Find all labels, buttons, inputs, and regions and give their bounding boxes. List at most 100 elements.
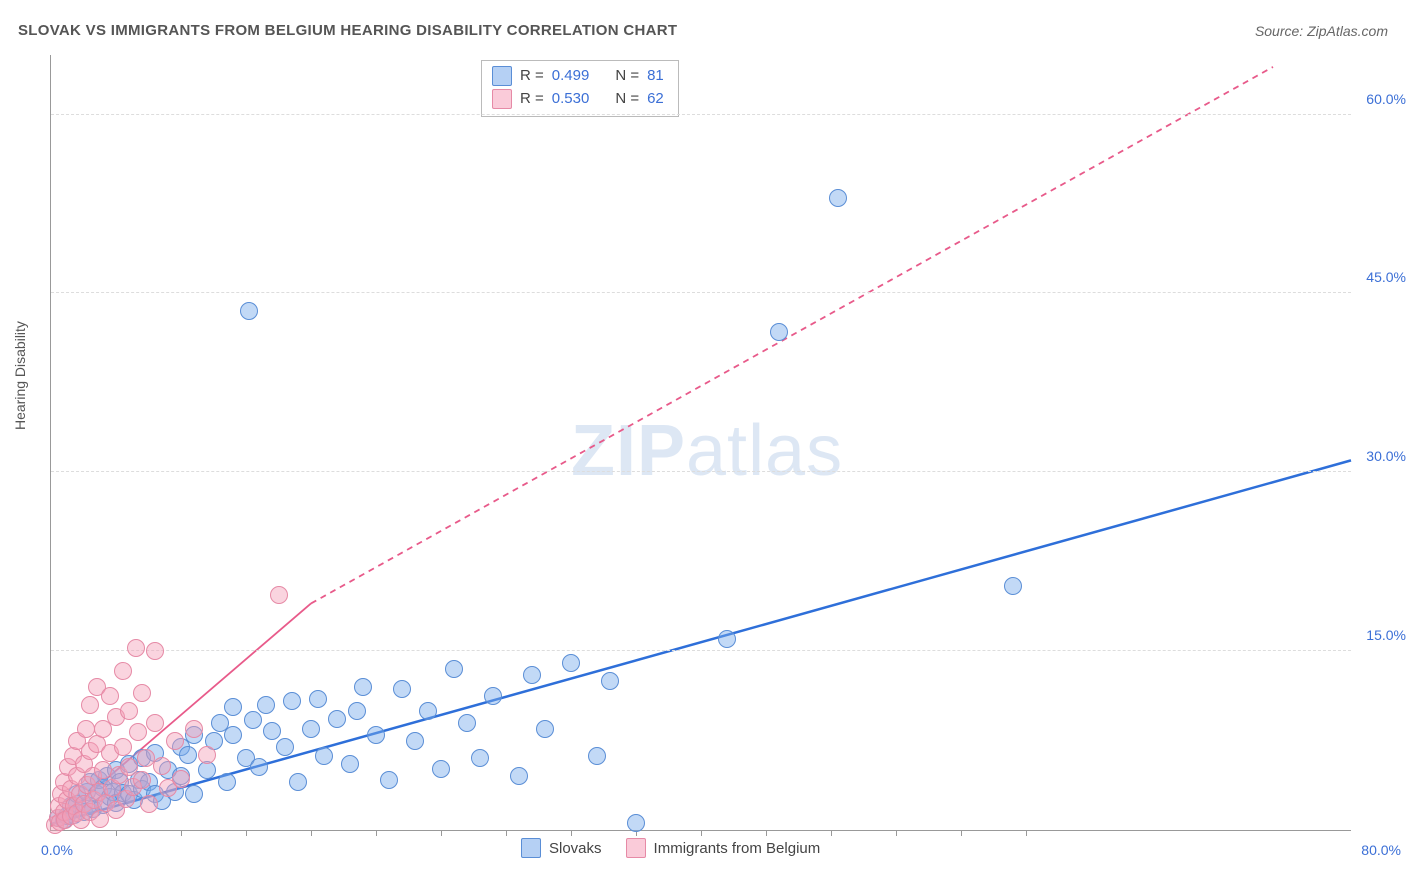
data-point <box>179 746 197 764</box>
x-tick <box>766 830 767 836</box>
data-point <box>419 702 437 720</box>
series-swatch <box>521 838 541 858</box>
legend-item: Immigrants from Belgium <box>626 838 821 858</box>
data-point <box>244 711 262 729</box>
data-point <box>133 771 151 789</box>
data-point <box>380 771 398 789</box>
n-label: N = <box>615 88 639 111</box>
data-point <box>328 710 346 728</box>
data-point <box>393 680 411 698</box>
x-axis-start: 0.0% <box>41 842 73 858</box>
data-point <box>224 698 242 716</box>
y-tick-label: 30.0% <box>1366 448 1406 464</box>
data-point <box>133 684 151 702</box>
x-tick <box>571 830 572 836</box>
chart-header: SLOVAK VS IMMIGRANTS FROM BELGIUM HEARIN… <box>18 22 1388 39</box>
data-point <box>114 738 132 756</box>
x-tick <box>701 830 702 836</box>
data-point <box>140 795 158 813</box>
gridline <box>51 471 1351 472</box>
data-point <box>562 654 580 672</box>
data-point <box>129 723 147 741</box>
series-swatch <box>492 89 512 109</box>
gridline <box>51 292 1351 293</box>
data-point <box>185 720 203 738</box>
data-point <box>198 746 216 764</box>
x-tick <box>311 830 312 836</box>
n-value: 81 <box>647 65 664 88</box>
data-point <box>146 714 164 732</box>
data-point <box>127 639 145 657</box>
legend-label: Slovaks <box>549 840 602 857</box>
data-point <box>240 302 258 320</box>
series-swatch <box>626 838 646 858</box>
data-point <box>510 767 528 785</box>
data-point <box>458 714 476 732</box>
x-tick <box>961 830 962 836</box>
gridline <box>51 114 1351 115</box>
data-point <box>309 690 327 708</box>
stats-row: R =0.530N =62 <box>492 88 664 111</box>
gridline <box>51 650 1351 651</box>
y-tick-label: 60.0% <box>1366 91 1406 107</box>
data-point <box>153 757 171 775</box>
x-tick <box>506 830 507 836</box>
data-point <box>829 189 847 207</box>
data-point <box>289 773 307 791</box>
series-legend: Slovaks Immigrants from Belgium <box>521 838 820 858</box>
r-value: 0.499 <box>552 65 590 88</box>
data-point <box>406 732 424 750</box>
data-point <box>172 770 190 788</box>
r-value: 0.530 <box>552 88 590 111</box>
data-point <box>185 785 203 803</box>
data-point <box>276 738 294 756</box>
data-point <box>257 696 275 714</box>
data-point <box>601 672 619 690</box>
data-point <box>302 720 320 738</box>
r-label: R = <box>520 65 544 88</box>
y-axis-label: Hearing Disability <box>12 321 28 430</box>
data-point <box>354 678 372 696</box>
data-point <box>263 722 281 740</box>
data-point <box>283 692 301 710</box>
chart-title: SLOVAK VS IMMIGRANTS FROM BELGIUM HEARIN… <box>18 22 677 39</box>
data-point <box>1004 577 1022 595</box>
data-point <box>224 726 242 744</box>
y-tick-label: 45.0% <box>1366 269 1406 285</box>
data-point <box>484 687 502 705</box>
legend-item: Slovaks <box>521 838 602 858</box>
legend-label: Immigrants from Belgium <box>654 840 821 857</box>
data-point <box>718 630 736 648</box>
scatter-chart: ZIPatlas R =0.499N =81R =0.530N =62 0.0%… <box>50 55 1351 831</box>
series-swatch <box>492 66 512 86</box>
correlation-stats-box: R =0.499N =81R =0.530N =62 <box>481 60 679 117</box>
data-point <box>198 761 216 779</box>
x-tick <box>181 830 182 836</box>
n-value: 62 <box>647 88 664 111</box>
data-point <box>101 687 119 705</box>
data-point <box>588 747 606 765</box>
data-point <box>146 642 164 660</box>
x-tick <box>896 830 897 836</box>
data-point <box>523 666 541 684</box>
data-point <box>367 726 385 744</box>
stats-row: R =0.499N =81 <box>492 65 664 88</box>
data-point <box>250 758 268 776</box>
data-point <box>471 749 489 767</box>
x-tick <box>1026 830 1027 836</box>
x-tick <box>831 830 832 836</box>
y-tick-label: 15.0% <box>1366 627 1406 643</box>
data-point <box>432 760 450 778</box>
data-point <box>315 747 333 765</box>
x-tick <box>116 830 117 836</box>
data-point <box>770 323 788 341</box>
data-point <box>348 702 366 720</box>
x-tick <box>441 830 442 836</box>
data-point <box>114 662 132 680</box>
data-point <box>445 660 463 678</box>
data-point <box>270 586 288 604</box>
watermark: ZIPatlas <box>571 410 843 492</box>
x-axis-end: 80.0% <box>1361 842 1401 858</box>
data-point <box>218 773 236 791</box>
x-tick <box>246 830 247 836</box>
